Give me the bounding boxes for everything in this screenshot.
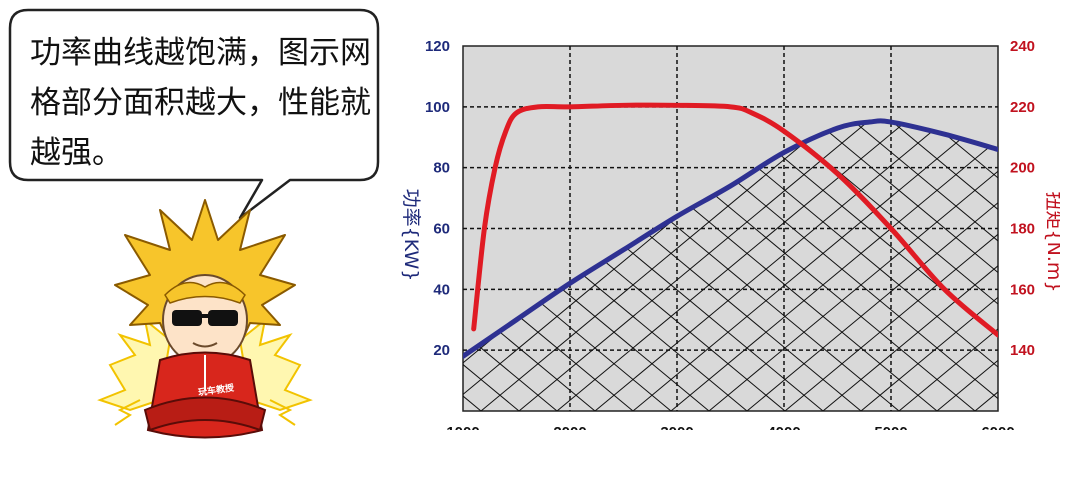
sunglasses-icon [172,310,238,326]
right-y-tick-label: 180 [1010,221,1035,238]
left-y-tick-label: 40 [433,281,450,298]
power-torque-chart: 1000 2000 3000 4000 5000 6000 20 40 60 80 100 120 14… [400,38,1060,430]
right-y-tick-label: 240 [1010,38,1035,55]
power-line [463,118,998,359]
left-y-tick-label: 60 [433,221,450,238]
x-tick-label: 5000 [874,424,907,430]
x-tick-label: 4000 [767,424,800,430]
x-tick-label: 6000 [981,424,1014,430]
left-y-tick-label: 80 [433,160,450,177]
torque-line [471,102,998,338]
x-tick-label: 2000 [553,424,586,430]
x-tick-label: 1000 [446,424,479,430]
right-y-tick-label: 140 [1010,342,1035,359]
mascot-smile [192,342,218,348]
right-y-tick-label: 220 [1010,99,1035,116]
right-axis-title: 扭矩{N.m} [1043,192,1060,293]
left-y-tick-label: 20 [433,342,450,359]
left-axis-title: 功率{KW} [400,189,422,282]
left-y-tick-label: 120 [425,38,450,55]
x-tick-label: 3000 [660,424,693,430]
speech-bubble [8,8,380,220]
left-y-tick-label: 100 [425,99,450,116]
right-y-tick-label: 160 [1010,281,1035,298]
speech-bubble-text: 功率曲线越饱满，图示网格部分面积越大，性能就越强。 [30,35,371,171]
mascot-illustration [97,199,313,439]
right-y-tick-label: 200 [1010,160,1035,177]
mascot-jacket [143,351,267,439]
